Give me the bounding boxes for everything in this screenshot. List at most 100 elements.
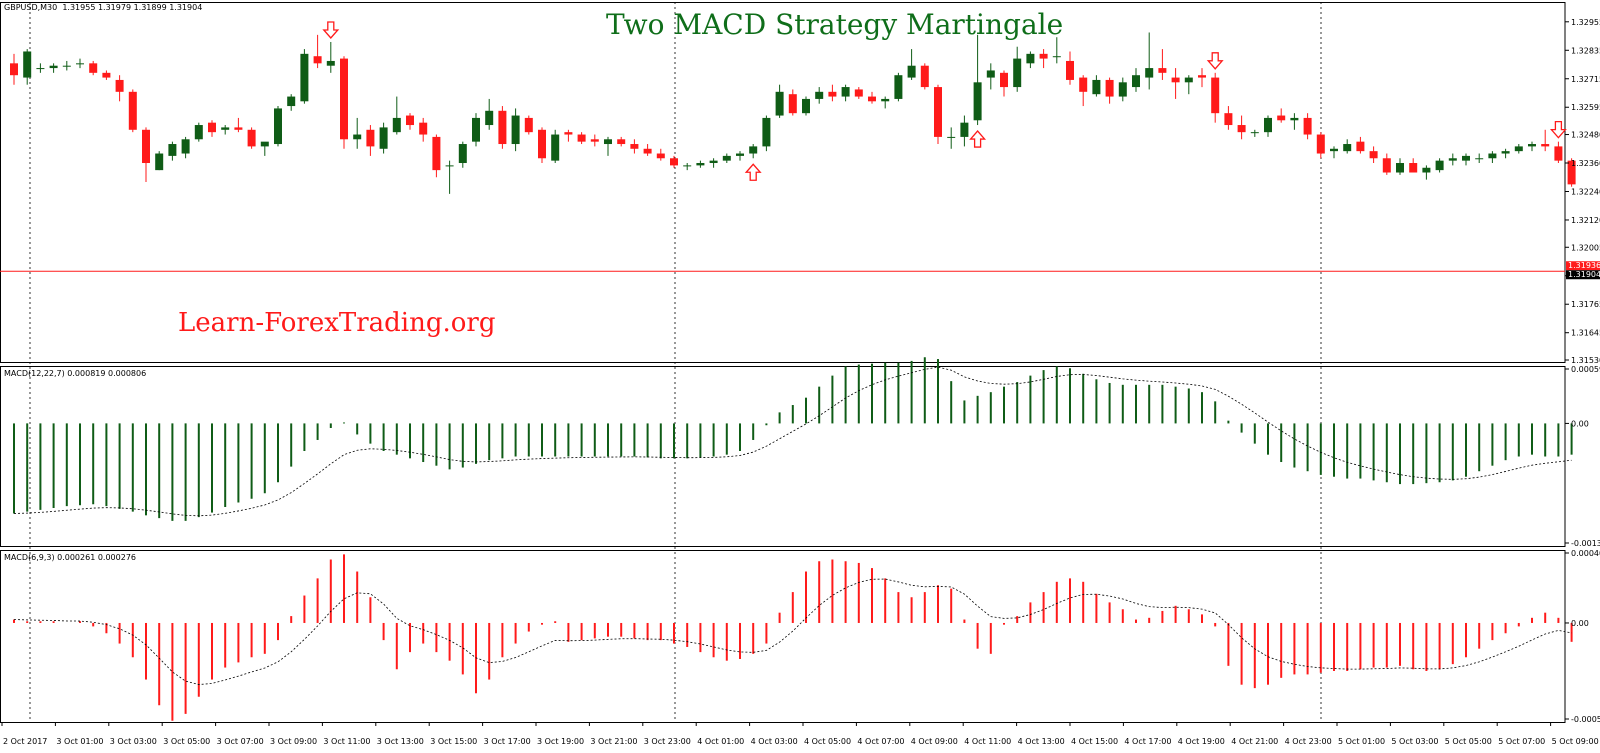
time-tick-label: 3 Oct 21:00	[590, 737, 637, 746]
candle-body	[472, 117, 480, 142]
candle-body	[1554, 146, 1563, 161]
time-tick-label: 3 Oct 01:00	[56, 737, 103, 746]
candle-body	[749, 146, 758, 154]
time-tick-label: 3 Oct 23:00	[644, 737, 691, 746]
candle-body	[643, 148, 652, 154]
time-tick-label: 5 Oct 05:00	[1445, 737, 1492, 746]
chart-symbol-header: GBPUSD,M30 1.31955 1.31979 1.31899 1.319…	[4, 3, 202, 12]
candle-body	[458, 144, 467, 164]
price-tag-ask-label: 1.31936	[1568, 261, 1600, 270]
candle-body	[1462, 155, 1470, 161]
candle-body	[115, 79, 124, 92]
candle-body	[1066, 60, 1074, 80]
time-tick-label: 4 Oct 09:00	[911, 737, 958, 746]
candle-body	[1000, 72, 1008, 88]
candle-body	[1356, 141, 1365, 152]
candle-body	[617, 139, 626, 145]
candle-body	[802, 98, 810, 114]
macd-tick-label: 0.00	[1571, 419, 1589, 428]
candle-body	[1013, 58, 1022, 88]
panel-border-3	[0, 550, 1566, 723]
signal-arrows	[322, 21, 1567, 181]
candle-body	[1330, 148, 1338, 152]
candle-body	[1514, 146, 1523, 152]
price-tick-label: 1.32955	[1571, 18, 1600, 27]
candle-body	[1158, 68, 1167, 73]
price-tick-label: 1.32005	[1571, 243, 1600, 252]
candle-body	[168, 144, 177, 156]
price-tag-ask	[1566, 261, 1600, 271]
time-tick-label: 3 Oct 03:00	[110, 737, 157, 746]
candle-body	[907, 65, 916, 78]
macd-12-22-7-histogram	[13, 357, 1573, 521]
candle-body	[89, 63, 98, 73]
candle-body	[1184, 77, 1193, 83]
candle-body	[1501, 151, 1510, 154]
time-tick-label: 4 Oct 01:00	[697, 737, 744, 746]
candle-body	[23, 51, 32, 78]
candle-body	[1026, 53, 1035, 64]
candle-body	[1475, 158, 1484, 160]
price-tick-label: 1.32360	[1571, 159, 1600, 168]
candle-body	[986, 70, 995, 78]
price-tag-bid-label: 1.31904	[1568, 270, 1600, 279]
time-tick-label: 4 Oct 13:00	[1018, 737, 1065, 746]
candle-body	[1105, 79, 1114, 97]
candle-body	[287, 96, 296, 107]
signal-arrow-down-icon	[1549, 121, 1567, 139]
signal-arrow-down-icon	[1206, 52, 1224, 70]
chart-title: Two MACD Strategy Martingale	[606, 8, 1064, 41]
price-tick-label: 1.32595	[1571, 103, 1600, 112]
macd2-label: MACD(6,9,3) 0.000261 0.000276	[4, 553, 137, 562]
candle-body	[920, 65, 929, 88]
candle-body	[247, 129, 256, 147]
candlestick-series	[10, 32, 1576, 194]
time-tick-label: 3 Oct 13:00	[377, 737, 424, 746]
time-tick-label: 4 Oct 07:00	[857, 737, 904, 746]
candle-body	[76, 63, 84, 65]
candle-body	[1277, 115, 1286, 121]
macd-6-9-3-histogram	[13, 554, 1573, 721]
candle-body	[1264, 117, 1272, 133]
candle-body	[102, 72, 111, 78]
candle-body	[762, 117, 771, 147]
candle-body	[1343, 144, 1352, 152]
candle-body	[1079, 77, 1088, 92]
price-tick-label: 1.32715	[1571, 75, 1600, 84]
candle-body	[406, 115, 414, 126]
candle-body	[1541, 144, 1550, 147]
candle-body	[564, 132, 573, 135]
candle-body	[868, 96, 876, 102]
candle-body	[485, 110, 494, 126]
price-tick-label: 1.32120	[1571, 216, 1600, 225]
candle-body	[142, 129, 150, 164]
price-tag-bid	[1566, 270, 1600, 280]
macd-tick-label: 0.000408	[1571, 549, 1600, 558]
candle-body	[960, 122, 969, 137]
candle-body	[260, 141, 269, 147]
candle-body	[1369, 151, 1378, 159]
candle-body	[696, 163, 705, 166]
candle-body	[551, 134, 560, 161]
time-tick-label: 4 Oct 05:00	[804, 737, 851, 746]
period-separators	[0, 2, 1565, 722]
macd-tick-label: 0.000592	[1571, 365, 1600, 374]
candle-body	[274, 108, 282, 145]
candle-body	[194, 125, 203, 140]
time-tick-label: 4 Oct 21:00	[1231, 737, 1278, 746]
candle-body	[49, 65, 58, 69]
price-tick-label: 1.31645	[1571, 329, 1600, 338]
candle-body	[604, 139, 612, 145]
watermark-text: Learn-ForexTrading.org	[178, 308, 496, 338]
candle-body	[326, 60, 335, 66]
candle-body	[1567, 160, 1576, 185]
time-tick-label: 5 Oct 01:00	[1338, 737, 1385, 746]
candle-body	[973, 82, 982, 121]
candle-body	[934, 87, 942, 137]
time-tick-label: 4 Oct 03:00	[751, 737, 798, 746]
candle-body	[775, 91, 784, 116]
time-tick-label: 3 Oct 07:00	[217, 737, 264, 746]
macd1-label: MACD(12,22,7) 0.000819 0.000806	[4, 369, 147, 378]
candle-body	[1448, 158, 1457, 161]
